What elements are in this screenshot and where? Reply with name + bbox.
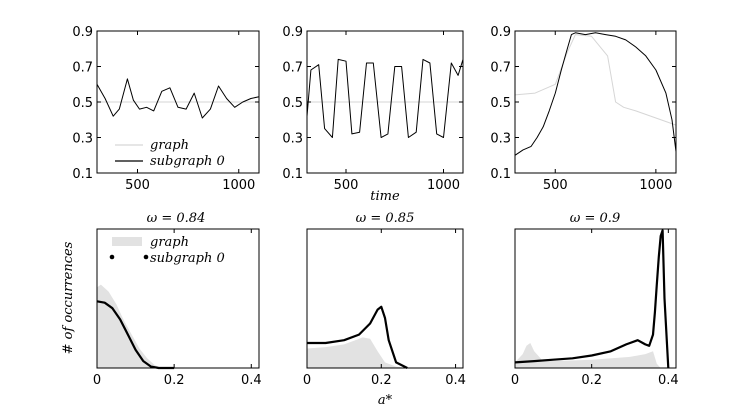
top-middle-ticks: 500 1000 0.1 0.3 0.5 0.7 0.9 [282, 25, 463, 193]
bottom-middle-xtick-label: 0 [303, 373, 311, 388]
bottom-right-axes-box [514, 228, 677, 369]
bottom-middle-axes-box [306, 228, 464, 369]
bottom-right-series-subgraph-0 [514, 229, 670, 369]
top-left-marks [96, 78, 260, 119]
panel-bottom-left: ω = 0.84 0 0.2 0.4 graph subgraph 0 # of o… [61, 211, 262, 388]
bottom-middle-xtick-label: 0.2 [371, 373, 392, 388]
legend-graph-label-bottom: graph [150, 235, 189, 250]
bottom-left-series-subgraph-0 [96, 300, 175, 370]
top-right-ytick-label: 0.5 [490, 96, 511, 111]
top-left-ytick-label: 0.3 [72, 132, 93, 147]
top-left-ytick-label: 0.1 [72, 167, 93, 182]
bottom-left-xtick-label: 0.4 [241, 373, 262, 388]
top-middle-xtick-label: 1000 [427, 178, 460, 193]
top-left-ytick-label: 0.9 [72, 25, 93, 40]
bottom-left-axes-box [96, 228, 260, 369]
top-left-xtick-label: 1000 [222, 178, 255, 193]
bottom-right-ticks: 0 0.2 0.4 [511, 229, 679, 388]
top-middle-ytick-label: 0.3 [282, 132, 303, 147]
occurrences-axis-label: # of occurrences [61, 241, 76, 354]
top-right-xtick-label: 1000 [639, 178, 672, 193]
legend-graph-label: graph [150, 138, 189, 153]
panel-top-right: 500 1000 0.1 0.3 0.5 0.7 0.9 [490, 25, 677, 193]
top-left-xtick-label: 500 [125, 178, 150, 193]
bottom-middle-ticks: 0 0.2 0.4 [303, 229, 466, 388]
panel-top-left: 500 1000 0.1 0.3 0.5 0.7 0.9 graph subgraph 0 [72, 25, 260, 193]
bottom-right-xtick-label: 0.2 [581, 373, 602, 388]
panel-top-middle: 500 1000 0.1 0.3 0.5 0.7 0.9 time [282, 25, 464, 204]
top-left-ytick-label: 0.5 [72, 96, 93, 111]
bottom-middle-series-subgraph-0 [307, 305, 408, 369]
top-right-marks [514, 32, 677, 156]
top-right-ytick-label: 0.7 [490, 61, 511, 76]
omega-title-right: ω = 0.9 [570, 211, 620, 226]
bottom-left-legend: graph subgraph 0 [109, 235, 225, 266]
top-middle-xtick-label: 500 [334, 178, 359, 193]
legend-subgraph-dot-right [143, 254, 149, 260]
legend-subgraph-label-bottom: subgraph 0 [150, 251, 225, 266]
panel-bottom-right: ω = 0.9 0 0.2 0.4 [511, 211, 679, 388]
bottom-left-series-graph [97, 284, 175, 368]
top-right-series-subgraph-0 [514, 32, 677, 156]
bottom-right-xtick-label: 0.4 [658, 373, 679, 388]
top-right-ytick-label: 0.3 [490, 132, 511, 147]
a-star-axis-label: a* [378, 393, 393, 408]
bottom-middle-series-graph [307, 337, 408, 368]
top-right-xtick-label: 500 [543, 178, 568, 193]
top-left-legend: graph subgraph 0 [115, 138, 225, 169]
bottom-right-xtick-label: 0 [511, 373, 519, 388]
top-right-ytick-label: 0.1 [490, 167, 511, 182]
top-middle-ytick-label: 0.9 [282, 25, 303, 40]
bottom-right-marks [514, 229, 670, 369]
bottom-left-xtick-label: 0 [93, 373, 101, 388]
top-middle-marks [306, 58, 464, 138]
top-left-ytick-label: 0.7 [72, 61, 93, 76]
bottom-left-marks [96, 284, 175, 370]
bottom-middle-marks [307, 305, 408, 369]
bottom-left-ticks: 0 0.2 0.4 [93, 229, 262, 388]
panel-bottom-middle: ω = 0.85 0 0.2 0.4 a* [303, 211, 466, 408]
top-right-axes-box [514, 30, 677, 174]
top-middle-ytick-label: 0.1 [282, 167, 303, 182]
legend-subgraph-dot-left [109, 254, 115, 260]
legend-graph-swatch [112, 237, 142, 246]
top-middle-ytick-label: 0.7 [282, 61, 303, 76]
top-middle-ytick-label: 0.5 [282, 96, 303, 111]
omega-title-middle: ω = 0.85 [356, 211, 415, 226]
top-right-series-graph [514, 34, 677, 126]
time-axis-label: time [370, 189, 400, 204]
top-middle-series-subgraph-0 [306, 58, 464, 138]
bottom-middle-xtick-label: 0.4 [445, 373, 466, 388]
top-left-ticks: 500 1000 0.1 0.3 0.5 0.7 0.9 [72, 25, 259, 193]
bottom-right-series-graph [515, 343, 661, 368]
bottom-left-xtick-label: 0.2 [164, 373, 185, 388]
top-left-series-subgraph-0 [96, 78, 260, 119]
omega-title-left: ω = 0.84 [147, 211, 206, 226]
legend-subgraph-label: subgraph 0 [150, 154, 225, 169]
top-right-ytick-label: 0.9 [490, 25, 511, 40]
top-right-ticks: 500 1000 0.1 0.3 0.5 0.7 0.9 [490, 25, 676, 193]
